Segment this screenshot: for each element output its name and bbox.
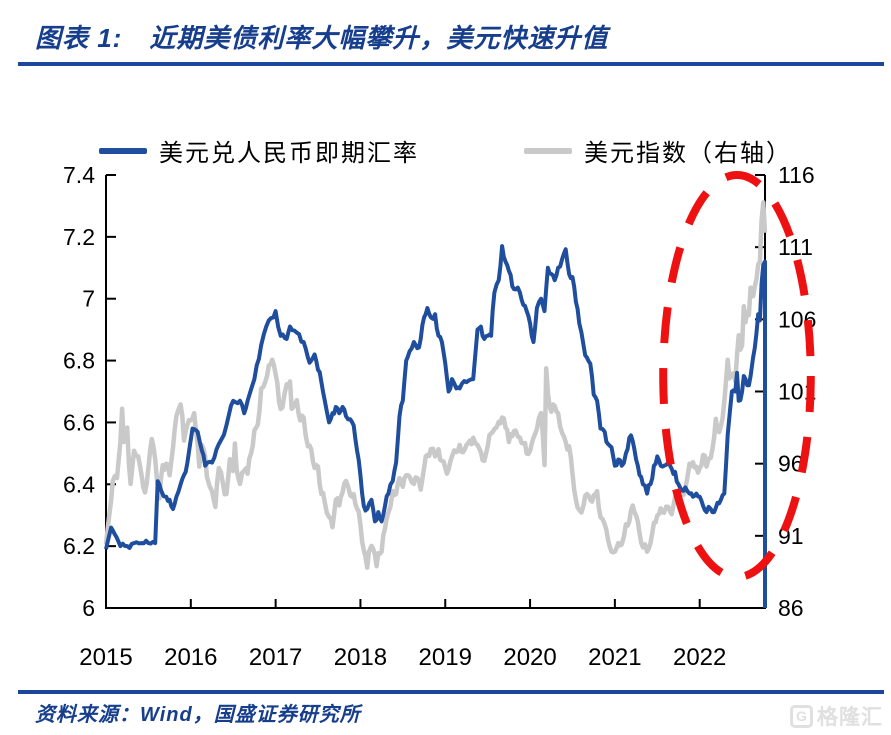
axis-tick-label: 6.2: [63, 533, 95, 559]
axis-tick-label: 111: [778, 234, 813, 260]
gelonghui-watermark: G 格隆汇: [790, 701, 883, 731]
axis-tick-label: 2019: [419, 644, 472, 671]
legend-label-usdcny: 美元兑人民币即期汇率: [159, 140, 419, 167]
dxy-line: [103, 200, 768, 570]
axis-tick-label: 96: [778, 451, 804, 477]
axis-tick-label: 7.4: [63, 162, 95, 188]
series-lines: [103, 200, 768, 608]
title-divider: [18, 62, 884, 66]
axis-tick-label: 2015: [79, 644, 132, 671]
axis-tick-label: 7.2: [63, 224, 95, 250]
figure-title: 图表 1: 近期美债利率大幅攀升，美元快速升值: [35, 23, 609, 53]
chart-legend: 美元兑人民币即期汇率 美元指数（右轴）: [0, 133, 891, 168]
legend-swatch-usdcny-icon: [99, 147, 147, 154]
legend-swatch-dxy-icon: [524, 147, 572, 154]
axis-tick-label: 116: [778, 162, 815, 188]
axis-tick-label: 6.6: [63, 409, 95, 435]
highlight-ellipse-annotation: [659, 170, 815, 582]
legend-item-dxy: 美元指数（右轴）: [524, 133, 792, 168]
gelonghui-logo-icon: G: [790, 704, 813, 728]
axis-tick-label: 2021: [588, 644, 641, 671]
axis-tick-label: 2018: [334, 644, 387, 671]
axis-tick-label: 2017: [249, 644, 302, 671]
axis-tick-label: 7: [82, 286, 95, 312]
axis-tick-label: 2016: [164, 644, 217, 671]
axis-tick-label: 6: [82, 595, 95, 621]
axis-tick-label: 6.8: [63, 348, 95, 374]
footer-divider: [18, 690, 884, 694]
axis-tick-label: 2020: [503, 644, 556, 671]
axis-tick-label: 86: [778, 595, 804, 621]
gelonghui-watermark-text: 格隆汇: [817, 706, 883, 729]
source-note: 资料来源：Wind，国盛证券研究所: [35, 704, 361, 726]
usdcny-line: [104, 244, 767, 608]
axis-tick-label: 2022: [673, 644, 726, 671]
legend-item-usdcny: 美元兑人民币即期汇率: [99, 133, 419, 168]
axis-labels: 66.26.46.66.877.27.486919610110611111620…: [63, 162, 816, 671]
legend-label-dxy: 美元指数（右轴）: [584, 140, 792, 167]
axis-tick-label: 6.4: [63, 471, 95, 497]
